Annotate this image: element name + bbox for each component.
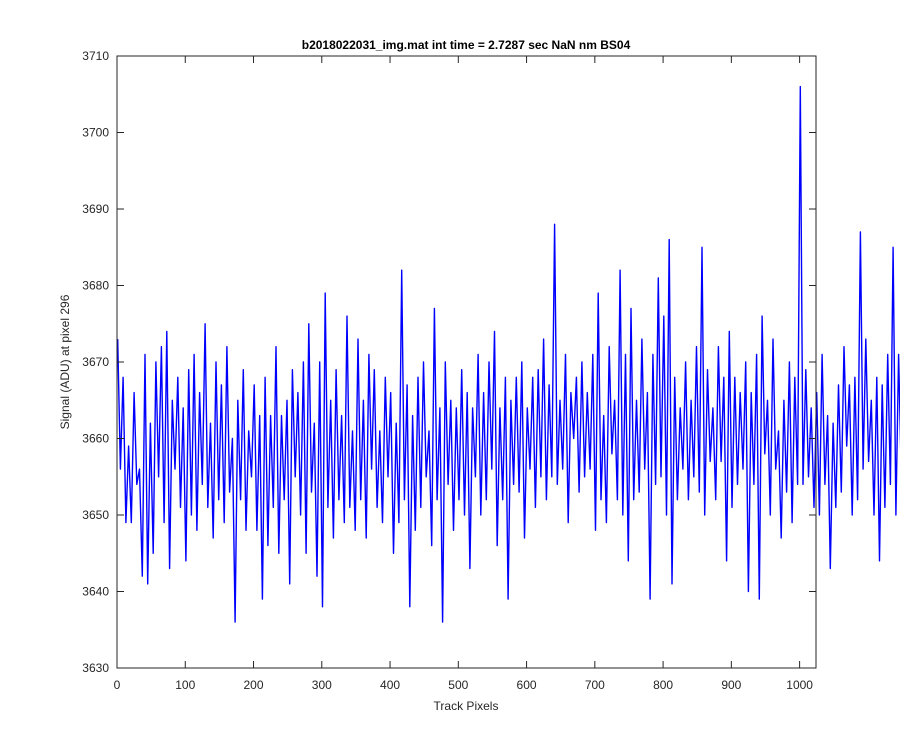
series-line-0 [117, 85, 900, 623]
y-tick-label: 3660 [82, 432, 109, 446]
x-tick-label: 900 [721, 678, 741, 692]
y-tick-label: 3670 [82, 355, 109, 369]
y-tick-label: 3650 [82, 508, 109, 522]
x-tick-label: 800 [653, 678, 673, 692]
y-tick-label: 3700 [82, 126, 109, 140]
y-tick-label: 3710 [82, 49, 109, 63]
x-tick-label: 700 [585, 678, 605, 692]
series-layer [117, 85, 900, 623]
y-axis: 3630 3640 3650 3660 3670 3680 3690 3700 3710 [82, 49, 816, 675]
chart-title: b2018022031_img.mat int time = 2.7287 se… [302, 38, 631, 52]
x-tick-label: 500 [448, 678, 468, 692]
x-tick-label: 100 [175, 678, 195, 692]
plot-area [117, 56, 816, 668]
x-tick-label: 600 [517, 678, 537, 692]
y-tick-label: 3690 [82, 202, 109, 216]
x-tick-label: 1000 [786, 678, 813, 692]
y-tick-label: 3630 [82, 661, 109, 675]
y-axis-label: Signal (ADU) at pixel 296 [58, 294, 72, 429]
x-axis: 0 100 200 300 400 500 600 700 800 900 1000 [114, 56, 813, 692]
y-tick-label: 3640 [82, 585, 109, 599]
x-tick-label: 400 [380, 678, 400, 692]
x-tick-label: 200 [244, 678, 264, 692]
x-tick-label: 300 [312, 678, 332, 692]
x-tick-label: 0 [114, 678, 121, 692]
y-tick-label: 3680 [82, 279, 109, 293]
x-axis-label: Track Pixels [434, 699, 499, 713]
